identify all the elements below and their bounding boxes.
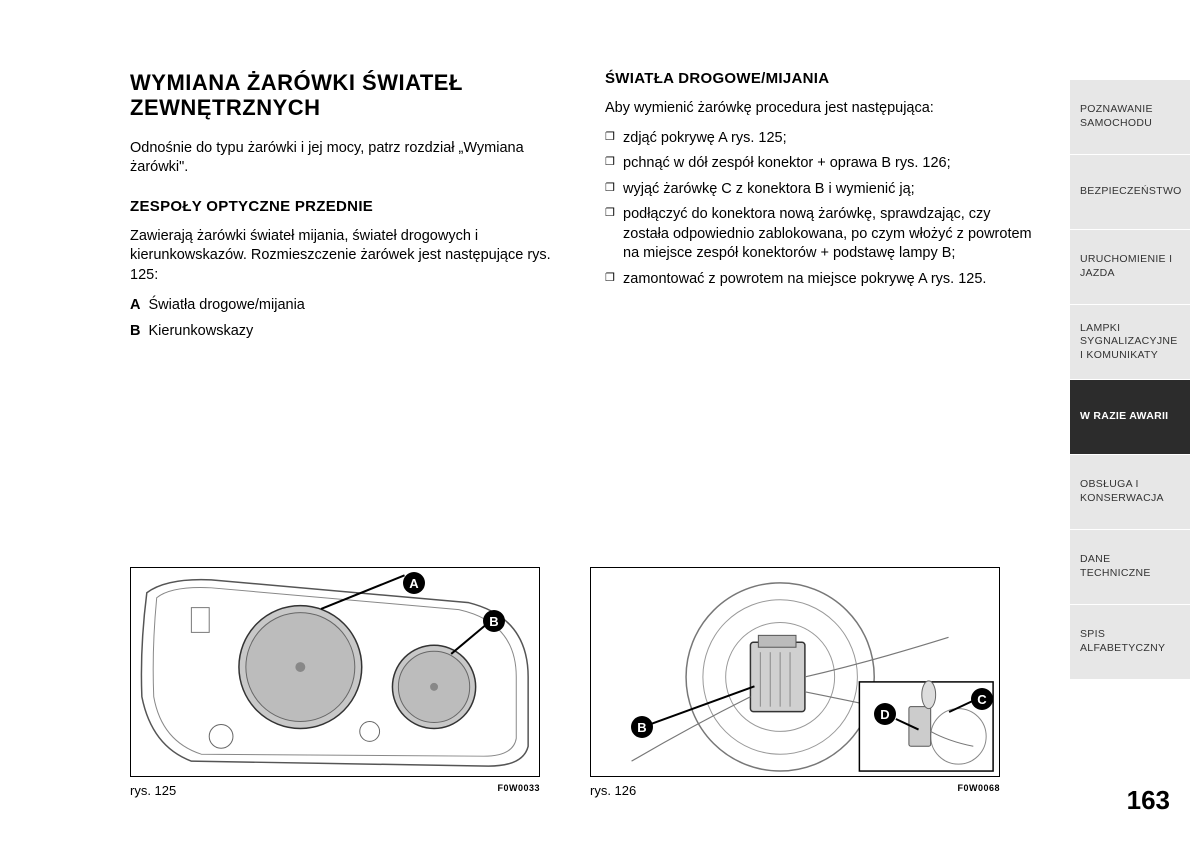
figure-caption: rys. 125 F0W0033 bbox=[130, 783, 540, 798]
tab-uruchomienie[interactable]: URUCHOMIENIE I JAZDA bbox=[1070, 230, 1190, 305]
figure-code: F0W0068 bbox=[957, 783, 1000, 798]
figure-label: rys. 125 bbox=[130, 783, 176, 798]
item-a: A Światła drogowe/mijania bbox=[130, 295, 565, 317]
tab-spis[interactable]: SPIS ALFABETYCZNY bbox=[1070, 605, 1190, 680]
tab-poznawanie[interactable]: POZNAWANIE SAMOCHODU bbox=[1070, 80, 1190, 155]
marker-c: C bbox=[971, 688, 993, 710]
step-item: podłączyć do konektora nową żarówkę, spr… bbox=[605, 205, 1040, 264]
step-item: zamontować z powrotem na miejsce pokrywę… bbox=[605, 270, 1040, 290]
subtitle-left: ZESPOŁY OPTYCZNE PRZEDNIE bbox=[130, 198, 565, 215]
tab-bezpieczenstwo[interactable]: BEZPIECZEŃSTWO bbox=[1070, 155, 1190, 230]
headlamp-diagram-icon bbox=[131, 568, 539, 776]
subtitle-right: ŚWIATŁA DROGOWE/MIJANIA bbox=[605, 70, 1040, 87]
figure-box: A B bbox=[130, 567, 540, 777]
body-left: Zawierają żarówki świateł mijania, świat… bbox=[130, 227, 565, 286]
marker-d: D bbox=[874, 703, 896, 725]
marker-a: A bbox=[403, 572, 425, 594]
item-key: B bbox=[130, 323, 140, 339]
main-title: WYMIANA ŻARÓWKI ŚWIATEŁ ZEWNĘTRZNYCH bbox=[130, 70, 565, 121]
tab-awaria[interactable]: W RAZIE AWARII bbox=[1070, 380, 1190, 455]
figure-caption: rys. 126 F0W0068 bbox=[590, 783, 1000, 798]
figure-label: rys. 126 bbox=[590, 783, 636, 798]
step-item: zdjąć pokrywę A rys. 125; bbox=[605, 129, 1040, 149]
step-item: wyjąć żarówkę C z konektora B i wymienić… bbox=[605, 180, 1040, 200]
figure-126: B D C rys. 126 F0W0068 bbox=[590, 567, 1000, 798]
side-tabs: POZNAWANIE SAMOCHODU BEZPIECZEŃSTWO URUC… bbox=[1070, 0, 1200, 848]
intro-right: Aby wymienić żarówkę procedura jest nast… bbox=[605, 99, 1040, 119]
step-item: pchnąć w dół zespół konektor + oprawa B … bbox=[605, 154, 1040, 174]
intro-text: Odnośnie do typu żarówki i jej mocy, pat… bbox=[130, 139, 565, 178]
connector-diagram-icon bbox=[591, 568, 999, 776]
step-list: zdjąć pokrywę A rys. 125; pchnąć w dół z… bbox=[605, 129, 1040, 290]
item-text: Światła drogowe/mijania bbox=[149, 297, 305, 313]
figure-box: B D C bbox=[590, 567, 1000, 777]
marker-b: B bbox=[483, 610, 505, 632]
tab-lampki[interactable]: LAMPKI SYGNALIZACYJNE I KOMUNIKATY bbox=[1070, 305, 1190, 380]
figure-code: F0W0033 bbox=[497, 783, 540, 798]
figures-row: A B rys. 125 F0W0033 bbox=[130, 567, 1000, 798]
item-key: A bbox=[130, 297, 140, 313]
item-b: B Kierunkowskazy bbox=[130, 321, 565, 343]
page-number: 163 bbox=[1127, 785, 1170, 816]
tab-dane[interactable]: DANE TECHNICZNE bbox=[1070, 530, 1190, 605]
figure-125: A B rys. 125 F0W0033 bbox=[130, 567, 540, 798]
tab-obsluga[interactable]: OBSŁUGA I KONSERWACJA bbox=[1070, 455, 1190, 530]
page: WYMIANA ŻARÓWKI ŚWIATEŁ ZEWNĘTRZNYCH Odn… bbox=[0, 0, 1200, 848]
item-text: Kierunkowskazy bbox=[149, 323, 254, 339]
marker-b2: B bbox=[631, 716, 653, 738]
